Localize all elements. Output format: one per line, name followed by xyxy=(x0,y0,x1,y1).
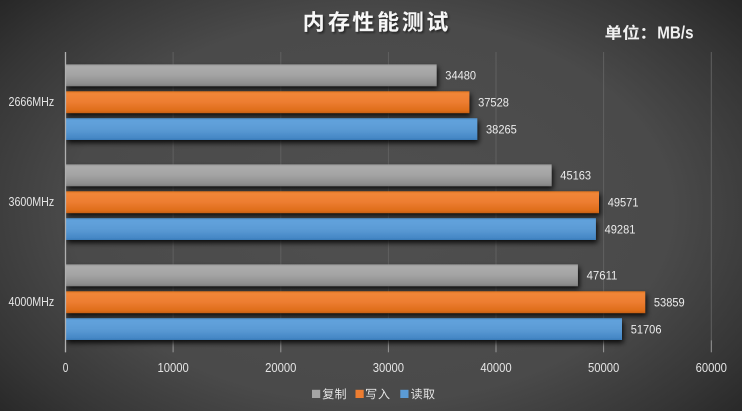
svg-text:20000: 20000 xyxy=(265,361,296,375)
svg-text:MB/s: MB/s xyxy=(657,23,693,43)
svg-text:0: 0 xyxy=(63,361,69,375)
svg-text:45163: 45163 xyxy=(560,169,591,183)
svg-text:47611: 47611 xyxy=(587,269,618,283)
svg-text:53859: 53859 xyxy=(654,296,685,310)
svg-text:51706: 51706 xyxy=(631,322,662,336)
svg-text:50000: 50000 xyxy=(588,361,619,375)
svg-text:4000MHz: 4000MHz xyxy=(9,295,55,309)
svg-text:49281: 49281 xyxy=(605,222,636,236)
svg-text:2666MHz: 2666MHz xyxy=(9,95,55,109)
svg-text:37528: 37528 xyxy=(478,96,509,110)
svg-text:49571: 49571 xyxy=(608,196,639,210)
svg-text:30000: 30000 xyxy=(373,361,404,375)
svg-text:60000: 60000 xyxy=(696,361,727,375)
svg-text:38265: 38265 xyxy=(486,122,517,136)
svg-text:34480: 34480 xyxy=(445,69,476,83)
svg-text:10000: 10000 xyxy=(158,361,189,375)
svg-text:3600MHz: 3600MHz xyxy=(9,195,55,209)
svg-text:40000: 40000 xyxy=(480,361,511,375)
